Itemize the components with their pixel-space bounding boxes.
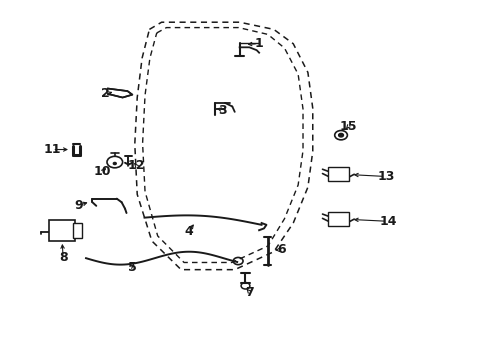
Bar [73,223,81,238]
Bar [328,167,348,181]
Circle shape [338,134,343,137]
Polygon shape [108,89,132,98]
Text: 15: 15 [339,121,356,134]
Text: 5: 5 [128,261,137,274]
Text: 6: 6 [276,243,285,256]
Text: 4: 4 [183,225,192,238]
Text: 11: 11 [43,143,61,156]
Circle shape [113,162,116,165]
Text: 9: 9 [74,199,83,212]
Text: 2: 2 [101,87,110,100]
Text: 10: 10 [93,165,111,177]
Text: 12: 12 [127,159,145,172]
Bar [328,212,348,226]
Text: 14: 14 [379,215,396,228]
Bar [49,220,75,241]
Text: 13: 13 [376,170,394,183]
Text: 8: 8 [59,251,67,264]
Text: 3: 3 [218,104,226,117]
Text: 1: 1 [254,37,263,50]
Text: 7: 7 [244,287,253,300]
